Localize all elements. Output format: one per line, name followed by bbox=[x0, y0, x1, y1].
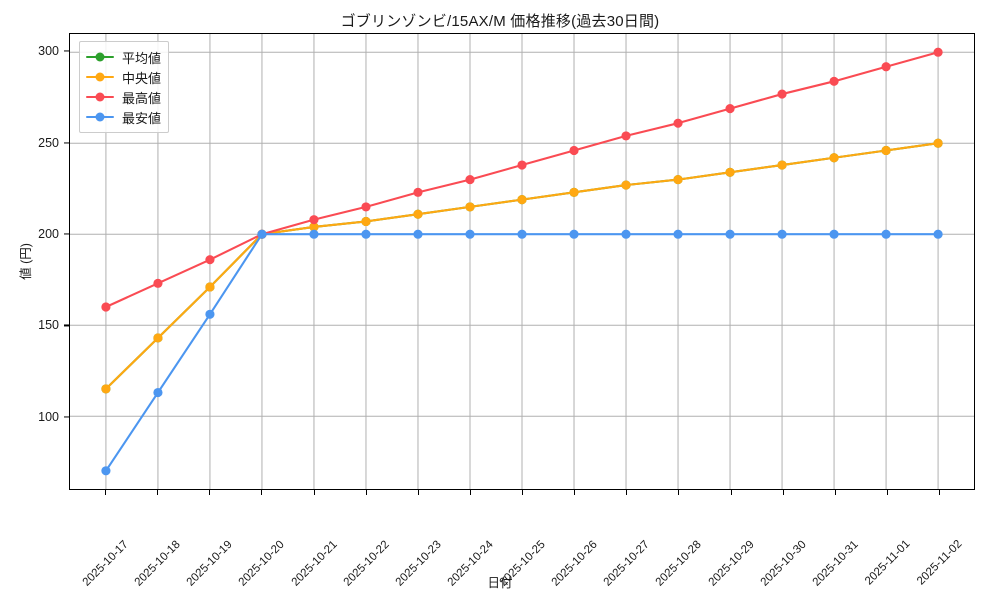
y-tick-mark bbox=[64, 50, 69, 52]
y-tick-mark bbox=[64, 233, 69, 235]
x-tick-mark bbox=[886, 490, 888, 495]
x-tick-mark bbox=[365, 490, 367, 495]
y-tick-label: 300 bbox=[38, 44, 59, 59]
legend-item-4[interactable]: 最安値 bbox=[86, 107, 161, 127]
legend-label: 最安値 bbox=[122, 110, 162, 126]
x-tick-mark bbox=[261, 490, 263, 495]
series-lines bbox=[101, 47, 943, 476]
legend-item-2[interactable]: 中央値 bbox=[86, 67, 161, 87]
x-tick-mark bbox=[834, 490, 836, 495]
legend-label: 平均値 bbox=[122, 50, 162, 66]
chart-title: ゴブリンゾンビ/15AX/M 価格推移(過去30日間) bbox=[340, 13, 660, 30]
x-tick-mark bbox=[105, 490, 107, 495]
y-axis-tick-labels: 100 150 200 250 300 bbox=[0, 33, 69, 490]
x-tick-mark bbox=[209, 490, 211, 495]
x-tick-mark bbox=[939, 490, 941, 495]
y-tick-mark bbox=[64, 142, 69, 144]
legend-item-3[interactable]: 最高値 bbox=[86, 87, 161, 107]
x-tick-mark bbox=[626, 490, 628, 495]
x-tick-mark bbox=[522, 490, 524, 495]
y-tick-label: 250 bbox=[38, 135, 59, 150]
x-axis-tick-labels: 2025-10-17 2025-10-18 2025-10-19 2025-10-20… bbox=[69, 490, 975, 589]
legend-label: 最高値 bbox=[122, 90, 162, 106]
chart-legend[interactable]: 平均値中央値最高値最安値 bbox=[79, 41, 170, 133]
x-tick-mark bbox=[313, 490, 315, 495]
grid-lines bbox=[70, 34, 974, 489]
x-tick-mark bbox=[157, 490, 159, 495]
x-axis-label: 日付 bbox=[487, 576, 513, 590]
legend-marker-icon bbox=[86, 50, 114, 64]
x-tick-mark bbox=[730, 490, 732, 495]
x-tick-mark bbox=[678, 490, 680, 495]
x-tick-mark bbox=[469, 490, 471, 495]
y-tick-label: 150 bbox=[38, 318, 59, 333]
y-tick-label: 100 bbox=[38, 409, 59, 424]
y-tick-mark bbox=[64, 324, 69, 327]
y-tick-label: 200 bbox=[38, 227, 59, 242]
y-tick-mark bbox=[64, 416, 69, 418]
x-tick-mark bbox=[574, 490, 576, 495]
plot-area bbox=[69, 33, 975, 490]
legend-marker-icon bbox=[86, 70, 114, 84]
legend-marker-icon bbox=[86, 110, 114, 124]
legend-marker-icon bbox=[86, 90, 114, 104]
legend-label: 中央値 bbox=[122, 70, 162, 86]
legend-item-1[interactable]: 平均値 bbox=[86, 47, 161, 67]
x-tick-mark bbox=[417, 490, 419, 495]
x-tick-mark bbox=[782, 490, 784, 495]
